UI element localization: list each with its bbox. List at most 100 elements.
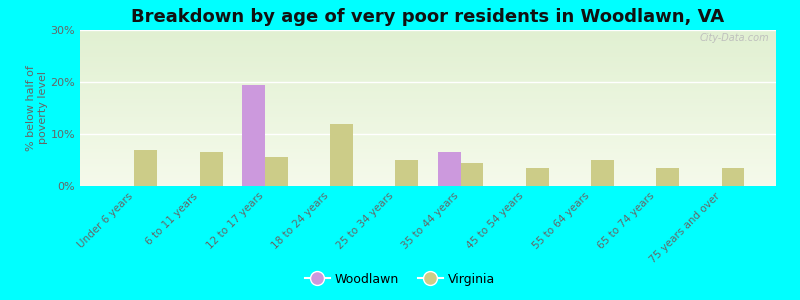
Bar xyxy=(80,155,776,156)
Bar xyxy=(80,133,776,134)
Bar xyxy=(80,144,776,146)
Bar xyxy=(80,30,776,31)
Bar xyxy=(80,175,776,177)
Bar xyxy=(200,152,222,186)
Bar xyxy=(80,36,776,38)
Bar xyxy=(80,160,776,161)
Bar xyxy=(80,72,776,74)
Bar xyxy=(80,163,776,164)
Bar xyxy=(80,122,776,124)
Bar xyxy=(80,50,776,52)
Bar xyxy=(80,35,776,36)
Bar xyxy=(80,161,776,163)
Bar xyxy=(80,94,776,95)
Bar xyxy=(80,69,776,70)
Bar xyxy=(80,173,776,175)
Bar xyxy=(80,82,776,83)
Bar xyxy=(461,163,483,186)
Bar xyxy=(80,63,776,64)
Bar xyxy=(80,138,776,139)
Bar xyxy=(80,102,776,103)
Bar xyxy=(80,46,776,47)
Bar xyxy=(80,116,776,117)
Bar xyxy=(80,33,776,35)
Bar xyxy=(526,168,549,186)
Bar xyxy=(80,97,776,99)
Bar xyxy=(80,105,776,106)
Bar xyxy=(80,147,776,148)
Bar xyxy=(80,75,776,77)
Bar xyxy=(80,124,776,125)
Bar xyxy=(80,136,776,138)
Bar xyxy=(80,170,776,172)
Bar xyxy=(80,88,776,89)
Bar xyxy=(80,95,776,97)
Title: Breakdown by age of very poor residents in Woodlawn, VA: Breakdown by age of very poor residents … xyxy=(131,8,725,26)
Bar xyxy=(80,169,776,170)
Bar xyxy=(80,66,776,68)
Bar xyxy=(80,64,776,66)
Bar xyxy=(80,78,776,80)
Bar xyxy=(80,108,776,110)
Bar xyxy=(80,91,776,92)
Bar xyxy=(80,85,776,86)
Bar xyxy=(80,58,776,60)
Bar xyxy=(80,53,776,55)
Bar xyxy=(80,153,776,155)
Bar xyxy=(80,100,776,102)
Bar xyxy=(80,183,776,184)
Bar xyxy=(80,32,776,33)
Bar xyxy=(80,60,776,61)
Bar xyxy=(438,152,461,186)
Bar xyxy=(80,61,776,63)
Bar xyxy=(80,99,776,100)
Bar xyxy=(242,85,265,186)
Text: City-Data.com: City-Data.com xyxy=(699,33,769,43)
Bar xyxy=(80,158,776,160)
Bar xyxy=(80,142,776,144)
Bar xyxy=(80,114,776,116)
Bar xyxy=(80,86,776,88)
Bar xyxy=(80,177,776,178)
Bar xyxy=(395,160,418,186)
Bar xyxy=(80,125,776,127)
Bar xyxy=(80,52,776,53)
Bar xyxy=(80,80,776,82)
Bar xyxy=(80,172,776,173)
Bar xyxy=(80,130,776,131)
Bar xyxy=(80,164,776,166)
Bar xyxy=(80,110,776,111)
Bar xyxy=(80,70,776,72)
Bar xyxy=(80,166,776,167)
Bar xyxy=(80,117,776,119)
Bar xyxy=(80,106,776,108)
Bar xyxy=(80,121,776,122)
Bar xyxy=(80,74,776,75)
Legend: Woodlawn, Virginia: Woodlawn, Virginia xyxy=(300,268,500,291)
Bar xyxy=(80,146,776,147)
Bar xyxy=(80,134,776,136)
Bar xyxy=(80,127,776,128)
Bar xyxy=(265,158,288,186)
Bar xyxy=(591,160,614,186)
Bar xyxy=(80,38,776,39)
Bar xyxy=(80,77,776,78)
Bar xyxy=(330,124,353,186)
Bar xyxy=(80,180,776,181)
Bar xyxy=(80,89,776,91)
Bar xyxy=(80,167,776,169)
Bar xyxy=(80,152,776,153)
Bar xyxy=(80,113,776,114)
Bar xyxy=(80,103,776,105)
Bar xyxy=(80,131,776,133)
Bar xyxy=(80,111,776,113)
Bar xyxy=(80,184,776,186)
Bar xyxy=(80,181,776,183)
Bar xyxy=(80,148,776,150)
Bar xyxy=(656,168,679,186)
Bar xyxy=(80,44,776,46)
Bar xyxy=(80,92,776,94)
Bar xyxy=(80,49,776,50)
Bar xyxy=(80,47,776,49)
Y-axis label: % below half of
poverty level: % below half of poverty level xyxy=(26,65,48,151)
